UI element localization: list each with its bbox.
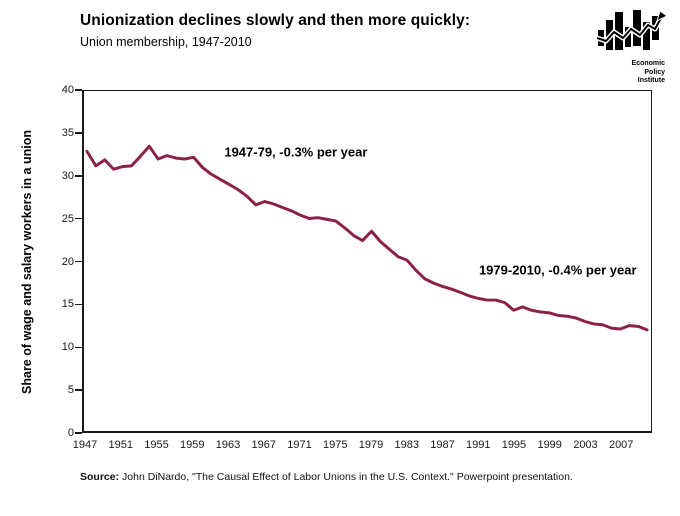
epi-logo: Economic Policy Institute xyxy=(596,8,668,86)
x-tick-label: 2003 xyxy=(573,439,598,451)
y-tick-mark xyxy=(75,175,82,177)
y-tick-mark xyxy=(75,432,82,434)
y-tick-label: 10 xyxy=(61,341,74,354)
chart-subtitle: Union membership, 1947-2010 xyxy=(80,35,252,49)
x-tick-label: 1947 xyxy=(72,439,98,451)
union-membership-line xyxy=(85,144,649,332)
x-tick-label: 1983 xyxy=(394,439,419,451)
x-tick-label: 1979 xyxy=(358,439,384,451)
y-tick-mark xyxy=(75,389,82,391)
y-tick-label: 25 xyxy=(61,212,74,225)
y-tick-label: 20 xyxy=(61,255,74,268)
y-tick-label: 35 xyxy=(61,126,74,139)
y-tick-label: 30 xyxy=(61,169,74,182)
x-tick-label: 1987 xyxy=(430,439,455,451)
epi-bars-arrow-icon xyxy=(596,10,668,50)
x-tick-label: 1959 xyxy=(179,439,205,451)
y-axis-title: Share of wage and salary workers in a un… xyxy=(20,129,34,394)
x-tick-label: 1967 xyxy=(251,439,276,451)
annotation-1979-2010: 1979-2010, -0.4% per year xyxy=(478,262,637,278)
source-text: John DiNardo, "The Causal Effect of Labo… xyxy=(119,471,573,483)
x-tick-label: 1951 xyxy=(108,439,133,451)
x-tick-label: 1991 xyxy=(465,439,491,451)
y-tick-mark xyxy=(75,132,82,134)
y-tick-mark xyxy=(75,303,82,306)
x-tick-label: 1971 xyxy=(287,439,312,451)
y-tick-label: 15 xyxy=(61,298,74,311)
union-line-chart xyxy=(85,144,649,332)
x-tick-label: 2007 xyxy=(608,439,634,451)
y-axis-title-wrap: Share of wage and salary workers in a un… xyxy=(16,90,38,433)
x-tick-label: 1975 xyxy=(322,439,348,451)
y-tick-mark xyxy=(75,89,82,91)
x-tick-label: 1963 xyxy=(215,439,241,451)
epi-logo-line3: Institute xyxy=(637,77,665,84)
source-note: Source: John DiNardo, "The Causal Effect… xyxy=(80,471,573,483)
x-tick-label: 1995 xyxy=(501,439,527,451)
annotation-1947-79: 1947-79, -0.3% per year xyxy=(224,144,368,160)
chart-title: Unionization declines slowly and then mo… xyxy=(80,12,471,29)
x-tick-label: 1999 xyxy=(537,439,562,451)
x-tick-label: 1955 xyxy=(144,439,169,451)
epi-logo-line1: Economic xyxy=(631,60,665,67)
y-tick-label: 5 xyxy=(67,384,74,397)
epi-logo-wordmark: Economic Policy Institute xyxy=(597,60,667,86)
y-tick-mark xyxy=(75,217,82,220)
epi-logo-line2: Policy xyxy=(644,68,665,76)
y-tick-mark xyxy=(75,346,82,348)
y-tick-label: 0 xyxy=(67,427,74,439)
y-tick-mark xyxy=(75,260,82,263)
source-label: Source: xyxy=(80,471,120,483)
y-tick-label: 40 xyxy=(61,84,74,96)
plot-area xyxy=(82,90,652,433)
